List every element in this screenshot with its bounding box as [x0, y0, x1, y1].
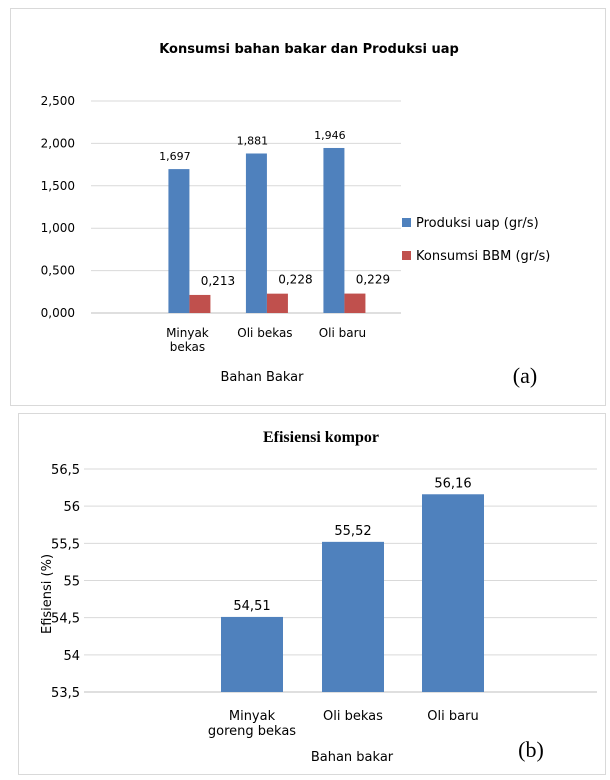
chart-b-data-label: 55,52: [334, 524, 371, 539]
chart-b-ytick-label: 55,5: [51, 537, 80, 552]
chart-b-title: Efisiensi kompor: [263, 429, 379, 446]
chart-a-category-label: bekas: [170, 340, 205, 354]
chart-a-ytick-label: 0,000: [41, 306, 75, 320]
chart-a-data-label: 0,229: [356, 273, 390, 287]
chart-b-ylabel: Efisiensi (%): [40, 554, 55, 634]
chart-a-bar: [266, 293, 288, 313]
chart-a-data-label: 0,228: [278, 273, 312, 287]
chart-b-data-label: 54,51: [233, 599, 270, 614]
chart-a-category-label: Minyak: [166, 326, 209, 340]
chart-a-title: Konsumsi bahan bakar dan Produksi uap: [159, 42, 459, 57]
chart-a-xlabel: Bahan Bakar: [221, 370, 305, 385]
chart-b-ytick-label: 56,5: [51, 463, 80, 478]
chart-a-ytick-label: 0,500: [41, 264, 75, 278]
chart-a-data-label: 1,697: [159, 150, 191, 163]
chart-a-bar: [189, 294, 211, 313]
chart-a-legend-swatch: [402, 218, 411, 227]
chart-a-svg: Konsumsi bahan bakar dan Produksi uap 0,…: [41, 42, 551, 388]
chart-b-ytick-label: 54,5: [51, 612, 80, 627]
chart-a-category-label: Oli bekas: [237, 326, 292, 340]
chart-a-bar: [323, 147, 345, 313]
chart-a-ytick-label: 1,000: [41, 221, 75, 235]
chart-b-category-label: goreng bekas: [208, 724, 296, 739]
chart-b-data-label: 56,16: [434, 476, 471, 491]
chart-a-legend-label: Konsumsi BBM (gr/s): [416, 249, 550, 264]
chart-a-data-label: 1,881: [237, 134, 269, 147]
chart-a-ytick-label: 2,500: [41, 94, 75, 108]
chart-b-bar: [322, 541, 384, 692]
chart-panel-a: Konsumsi bahan bakar dan Produksi uap 0,…: [10, 8, 606, 406]
chart-b-ytick-label: 55: [63, 575, 80, 590]
chart-b-category-label: Oli baru: [427, 709, 478, 724]
chart-b-svg: Efisiensi kompor 53,55454,55555,55656,5 …: [40, 429, 597, 765]
chart-b-ytick-label: 53,5: [51, 686, 80, 701]
chart-b-bar: [422, 494, 484, 692]
chart-b-ytick-label: 54: [63, 649, 80, 664]
chart-b-bar: [221, 616, 283, 692]
chart-a-ytick-label: 1,500: [41, 179, 75, 193]
chart-b-panel-label: (b): [518, 737, 544, 762]
chart-a-ytick-label: 2,000: [41, 136, 75, 150]
chart-b-ytick-label: 56: [63, 500, 80, 515]
chart-a-legend-label: Produksi uap (gr/s): [416, 216, 539, 231]
chart-a-legend-swatch: [402, 251, 411, 260]
chart-b-category-label: Oli bekas: [323, 709, 383, 724]
chart-a-data-label: 0,213: [201, 274, 235, 288]
chart-a-data-label: 1,946: [314, 129, 346, 142]
chart-a-category-label: Oli baru: [319, 326, 366, 340]
chart-a-bar: [344, 293, 366, 313]
chart-b-category-label: Minyak: [229, 709, 276, 724]
chart-panel-b: Efisiensi kompor 53,5 54 54,5 55 55,5 56 56,5 …: [18, 413, 606, 775]
chart-a-panel-label: (a): [513, 363, 537, 388]
chart-a-bar: [245, 153, 267, 313]
chart-b-xlabel: Bahan bakar: [311, 750, 394, 765]
chart-a-bar: [168, 169, 190, 313]
